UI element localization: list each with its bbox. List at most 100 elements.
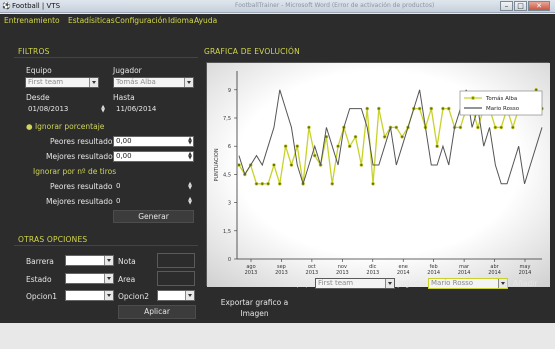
hasta-date-field[interactable]: 11/06/2014: [113, 104, 194, 115]
legend-marker: [471, 96, 475, 100]
mejores-tiros-spinbox[interactable]: 0 ▲ ▼: [113, 196, 194, 207]
series-point: [377, 106, 381, 111]
equipo-combo-value: First team: [28, 78, 64, 86]
chevron-down-icon: [184, 78, 193, 87]
x-tick-label-month: ago: [246, 264, 255, 270]
x-tick-label-month: sep: [277, 264, 286, 270]
background-window-title: FootballTrainer - Microsoft Word (Error …: [235, 2, 435, 9]
series-point: [266, 182, 270, 186]
series-point: [493, 125, 498, 130]
y-tick-label: 6: [228, 144, 231, 150]
series-point: [499, 125, 504, 130]
peores-value: 0,00: [116, 137, 132, 145]
date-spin-icon[interactable]: ▲ ▼: [101, 104, 105, 114]
generar-button[interactable]: Generar: [113, 210, 194, 223]
app-window: Entrenamiento Estadísiticas Configuració…: [0, 14, 555, 323]
y-tick-label: 1,5: [223, 229, 231, 235]
x-tick-label-month: oct: [308, 264, 316, 270]
opcion2-combo[interactable]: [157, 290, 195, 301]
series-point: [446, 106, 451, 111]
app-icon: ⚽: [2, 2, 11, 10]
legend-label: Mario Rosso: [486, 106, 520, 112]
series-point: [417, 106, 422, 111]
estado-label: Estado: [26, 275, 52, 284]
menu-entrenamiento[interactable]: Entrenamiento: [4, 16, 60, 25]
menu-idioma[interactable]: Idioma: [168, 16, 194, 25]
x-tick-label-year: 2014: [427, 270, 440, 276]
otras-divider: [14, 245, 198, 246]
chevron-down-icon: [104, 274, 113, 283]
series-point: [400, 135, 404, 139]
equipo-label: Equipo: [26, 66, 52, 75]
close-button[interactable]: ✕: [528, 1, 550, 11]
x-tick-label-month: ene: [399, 264, 408, 270]
mejores-label: Mejores resultados: [46, 152, 117, 161]
y-tick-label: 4,5: [223, 172, 231, 178]
jugador-combo-value: Tomás Alba: [116, 78, 156, 86]
spin-icon[interactable]: ▲ ▼: [188, 181, 192, 191]
x-tick-label-year: 2014: [488, 270, 501, 276]
series-point: [359, 163, 364, 167]
nota-field[interactable]: [157, 253, 195, 268]
spin-icon[interactable]: ▲ ▼: [188, 151, 192, 161]
series-point: [371, 182, 375, 186]
menu-configuracion[interactable]: Configuración: [115, 16, 168, 25]
series-point: [458, 125, 463, 130]
x-tick-label-year: 2013: [306, 270, 319, 276]
ignorar-porcentaje-radio[interactable]: ● Ignorar porcentaje: [26, 122, 105, 131]
ignorar-tiros-radio[interactable]: Ignorar por nº de tiros: [33, 167, 117, 176]
anadir-button[interactable]: Añadir: [513, 279, 538, 288]
opcion2-label: Opcion2: [118, 292, 149, 301]
series-point: [283, 144, 288, 148]
jugador-combo[interactable]: Tomás Alba: [113, 77, 194, 88]
maximize-button[interactable]: □: [514, 1, 527, 11]
hasta-date-value: 11/06/2014: [116, 105, 157, 113]
window-title: Football | VTS: [12, 2, 61, 10]
area-field[interactable]: [157, 271, 195, 286]
equipo-combo[interactable]: First team: [25, 77, 99, 88]
exportar-button[interactable]: Exportar grafico a Imagen: [208, 296, 301, 318]
series-point: [237, 163, 241, 167]
series-point: [511, 125, 515, 130]
grafica-equipo-value: First team: [318, 279, 354, 287]
x-tick-label-year: 2013: [366, 270, 379, 276]
series-point: [272, 163, 276, 167]
series-point: [429, 106, 434, 111]
aplicar-button[interactable]: Aplicar: [118, 305, 196, 319]
grafica-equipo-combo[interactable]: First team: [315, 278, 395, 289]
evolution-chart: 0 1,5 3 4,5 6 7,5 9 PUNTUACION ago 2013 sep 2013 oct…: [206, 62, 550, 287]
spin-icon[interactable]: ▲ ▼: [188, 196, 192, 206]
desde-date-value: 01/08/2013: [28, 105, 69, 113]
spin-icon[interactable]: ▲ ▼: [188, 136, 192, 146]
peores-spinbox[interactable]: 0,00 ▲ ▼: [113, 136, 194, 147]
otras-opciones-title: OTRAS OPCIONES: [18, 235, 88, 244]
series-point: [336, 144, 340, 148]
opcion1-combo[interactable]: [65, 290, 114, 301]
desde-date-field[interactable]: 01/08/2013 ▲ ▼: [25, 104, 107, 115]
series-point: [382, 135, 387, 139]
menu-ayuda[interactable]: Ayuda: [194, 16, 218, 25]
nota-label: Nota: [118, 257, 136, 266]
x-tick-label-month: may: [520, 264, 531, 270]
series-point: [441, 106, 445, 111]
mejores-tiros-value: 0: [116, 197, 121, 205]
grafica-jugador-value: Mario Rosso: [431, 279, 474, 287]
estado-combo[interactable]: [65, 273, 114, 284]
x-tick-label-month: mar: [459, 264, 470, 270]
series-point: [312, 153, 317, 158]
opcion1-label: Opcion1: [26, 292, 57, 301]
mejores-spinbox[interactable]: 0,00 ▲ ▼: [113, 151, 194, 162]
grafica-title: GRAFICA DE EVOLUCIÓN: [204, 47, 300, 56]
minimize-button[interactable]: –: [500, 1, 513, 11]
filtros-title: FILTROS: [18, 47, 50, 56]
series-point: [347, 144, 352, 148]
series-point: [295, 144, 300, 148]
barrera-combo[interactable]: [65, 255, 114, 266]
x-tick-label-year: 2013: [245, 270, 258, 276]
chart-svg: 01,534,567,59PUNTUACIONago2013sep2013oct…: [207, 63, 550, 287]
series-point: [365, 106, 369, 111]
menu-estadisticas[interactable]: Estadísiticas: [68, 16, 115, 25]
grafica-jugador-combo[interactable]: Mario Rosso: [428, 278, 508, 289]
x-tick-label-month: dic: [369, 264, 377, 270]
peores-tiros-spinbox[interactable]: 0 ▲ ▼: [113, 181, 194, 192]
